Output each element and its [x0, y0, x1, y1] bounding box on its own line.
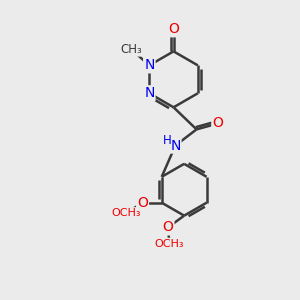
Text: O: O: [168, 22, 179, 36]
Text: CH₃: CH₃: [120, 43, 142, 56]
Text: O: O: [163, 220, 173, 234]
Text: O: O: [137, 196, 148, 210]
Text: N: N: [144, 58, 154, 72]
Text: OCH₃: OCH₃: [112, 208, 141, 218]
Text: OCH₃: OCH₃: [155, 238, 184, 249]
Text: N: N: [144, 86, 154, 100]
Text: H: H: [163, 134, 172, 147]
Text: O: O: [212, 116, 223, 130]
Text: N: N: [170, 139, 181, 153]
